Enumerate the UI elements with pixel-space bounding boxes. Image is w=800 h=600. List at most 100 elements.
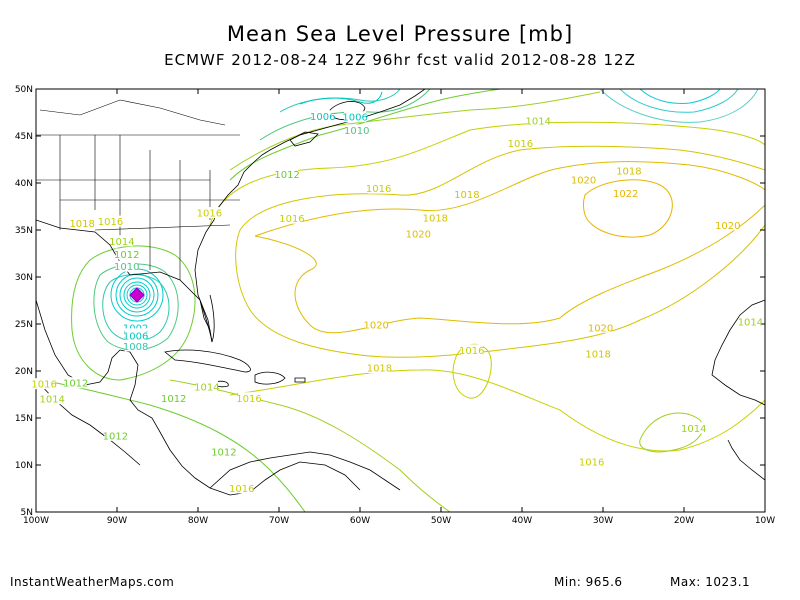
- contour-label-bg: [280, 212, 303, 224]
- min-label: Min:: [554, 575, 582, 589]
- isobar-1010-nl: [259, 89, 431, 141]
- isobar-1006-nl: [299, 91, 383, 105]
- contour-label: 1014: [738, 318, 763, 329]
- lat-tick-label: 50N: [15, 85, 33, 95]
- lon-tick-label: 10W: [755, 516, 775, 526]
- contour-label-bg: [64, 377, 87, 389]
- contour-label-bg: [276, 168, 299, 180]
- contour-label: 1012: [161, 394, 186, 405]
- contour-label: 1012: [114, 250, 139, 261]
- lat-tick-label: 45N: [15, 132, 33, 142]
- isobar-1014-north: [229, 91, 601, 171]
- contour-label: 1012: [211, 447, 236, 458]
- contour-label-bg: [124, 321, 147, 333]
- isobar-1016-south: [229, 369, 765, 452]
- contour-label: 1016: [459, 346, 484, 357]
- north-america-coast: [36, 89, 426, 343]
- contour-label-bg: [617, 164, 640, 176]
- contour-label: 1010: [114, 262, 139, 273]
- contour-label-bg: [587, 348, 610, 360]
- min-readout: Min: 965.6: [554, 575, 623, 589]
- contour-label: 1006: [310, 112, 335, 123]
- contour-label: 1016: [229, 484, 254, 495]
- contour-label-bg: [527, 114, 550, 126]
- contour-label-bg: [162, 392, 185, 404]
- isobar-lines: [39, 89, 765, 512]
- site-credit: InstantWeatherMaps.com: [10, 575, 175, 589]
- contour-label-bg: [407, 227, 430, 239]
- contour-label: 1016: [236, 394, 261, 405]
- max-value: 1023.1: [705, 575, 751, 589]
- isobar-1010-gulf: [93, 263, 179, 351]
- contour-label-bg: [716, 219, 739, 231]
- isobar-north-high-3: [639, 89, 721, 104]
- lat-tick-label: 5N: [21, 508, 33, 518]
- contour-label-bg: [71, 217, 94, 229]
- lon-tick-label: 60W: [350, 516, 370, 526]
- contour-label-bg: [455, 188, 478, 200]
- lon-tick-label: 100W: [23, 516, 49, 526]
- newfoundland: [329, 101, 366, 120]
- coastlines: [36, 89, 765, 496]
- lon-tick-label: 20W: [674, 516, 694, 526]
- max-label: Max:: [670, 575, 701, 589]
- lat-tick-label: 35N: [15, 226, 33, 236]
- contour-label: 1016: [579, 458, 604, 469]
- contour-label: 1018: [423, 213, 448, 224]
- isobar-1014-south: [169, 379, 451, 512]
- isobar-1014-east: [639, 412, 703, 453]
- contour-label-bg: [195, 380, 218, 392]
- contour-label: 1020: [406, 229, 431, 240]
- lat-tick-label: 30N: [15, 273, 33, 283]
- contour-label: 1006: [123, 332, 148, 343]
- isobar-north-high-2: [619, 89, 739, 113]
- contour-label: 1020: [715, 221, 740, 232]
- contour-label-bg: [124, 330, 147, 342]
- nova-scotia: [289, 131, 319, 147]
- contour-label: 1018: [454, 190, 479, 201]
- isobar-1020-ridge: [254, 161, 765, 334]
- lat-tick-label: 10N: [15, 461, 33, 471]
- contour-label-bg: [509, 137, 532, 149]
- lon-tick-label: 30W: [593, 516, 613, 526]
- contour-label: 1014: [681, 424, 706, 435]
- contour-label: 1018: [367, 364, 392, 375]
- contour-label-bg: [344, 111, 367, 123]
- puerto-rico: [294, 377, 306, 383]
- contour-label: 1016: [197, 209, 222, 220]
- isobar-1012-gulf: [71, 245, 196, 381]
- africa-coast: [711, 299, 765, 406]
- contour-label: 1020: [363, 320, 388, 331]
- contour-label-bg: [115, 248, 138, 260]
- mexico-coast: [36, 299, 361, 496]
- isobar-1018: [235, 145, 765, 358]
- contour-labels: 1006 1006 1010 1014 1016 1018 1012 1016 1018 1020…: [31, 110, 763, 495]
- lon-tick-label: 40W: [512, 516, 532, 526]
- contour-label-bg: [589, 321, 612, 333]
- contour-label: 1022: [613, 189, 638, 200]
- max-readout: Max: 1023.1: [670, 575, 750, 589]
- hispaniola: [254, 371, 286, 385]
- contour-label-bg: [124, 340, 147, 352]
- contour-label-bg: [345, 124, 368, 136]
- map-title: Mean Sea Level Pressure [mb]: [226, 22, 574, 46]
- contour-label-bg: [682, 422, 705, 434]
- map-subtitle: ECMWF 2012-08-24 12Z 96hr fcst valid 201…: [164, 51, 636, 69]
- contour-label: 1016: [98, 217, 123, 228]
- lat-tick-label: 25N: [15, 320, 33, 330]
- contour-label: 1014: [109, 237, 134, 248]
- lat-tick-label: 20N: [15, 367, 33, 377]
- lon-tick-label: 50W: [431, 516, 451, 526]
- contour-label-bg: [110, 235, 133, 247]
- contour-label-bg: [198, 207, 221, 219]
- storm-center-marker: [129, 287, 145, 303]
- lat-tick-label: 40N: [15, 179, 33, 189]
- contour-label-bg: [104, 429, 127, 441]
- contour-label-bg: [572, 174, 595, 186]
- lat-tick-label: 15N: [15, 414, 33, 424]
- contour-label-bg: [41, 393, 64, 405]
- contour-label: 1014: [39, 395, 64, 406]
- isobar-ring-4: [123, 281, 151, 309]
